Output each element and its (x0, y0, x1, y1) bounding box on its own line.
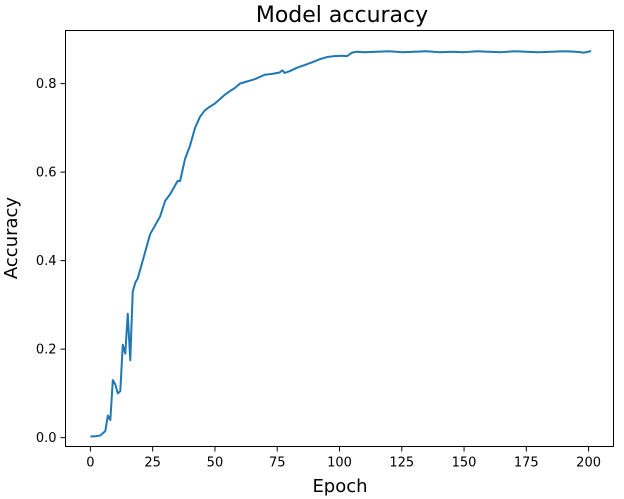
chart-title: Model accuracy (256, 3, 428, 28)
x-tick-label: 50 (207, 456, 224, 471)
x-tick-label: 100 (327, 456, 352, 471)
x-tick-label: 0 (86, 456, 94, 471)
x-tick-label: 175 (514, 456, 539, 471)
x-axis-title: Epoch (312, 476, 367, 497)
y-tick-label: 0.0 (36, 431, 57, 446)
accuracy-series-line (90, 49, 592, 438)
x-axis-ticks: 0 25 50 75 100 125 150 175 200 (86, 446, 601, 471)
plot-group: 0 25 50 75 100 125 150 175 200 0.0 0.2 0.4 0.6 0.8 (36, 30, 614, 471)
y-axis-ticks: 0.0 0.2 0.4 0.6 0.8 (36, 77, 66, 446)
x-tick-label: 75 (269, 456, 286, 471)
x-tick-label: 125 (389, 456, 414, 471)
x-tick-label: 150 (452, 456, 477, 471)
plot-frame (65, 30, 614, 447)
y-tick-label: 0.4 (36, 254, 57, 269)
y-axis-title: Accuracy (1, 197, 22, 280)
y-tick-label: 0.8 (36, 77, 57, 92)
y-tick-label: 0.6 (36, 166, 57, 181)
x-tick-label: 25 (144, 456, 161, 471)
x-tick-label: 200 (576, 456, 601, 471)
y-tick-label: 0.2 (36, 343, 57, 358)
